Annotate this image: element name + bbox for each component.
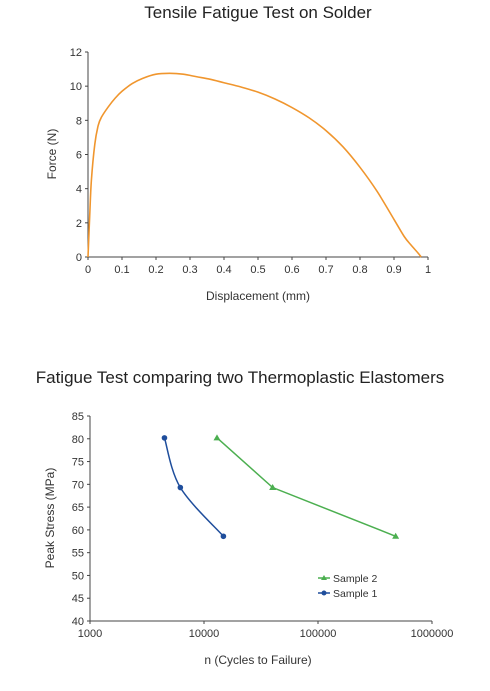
- chart-1-x-tick-label: 0.8: [352, 264, 367, 276]
- chart-1-y-tick-label: 2: [76, 218, 82, 230]
- chart-1-y-tick-label: 12: [70, 47, 82, 59]
- chart-1-y-tick-label: 10: [70, 81, 82, 93]
- chart-1-x-tick-label: 0.4: [216, 264, 231, 276]
- chart-2-x-tick-label: 1000000: [411, 628, 454, 640]
- chart-2-series-line-sample-1: [163, 437, 224, 537]
- chart-2-point-sample-2: [213, 434, 221, 441]
- chart-2-x-tick-label: 1000: [78, 628, 102, 640]
- chart-2-legend: Sample 2 Sample 1: [318, 573, 378, 600]
- chart-2-y-tick-label: 60: [72, 525, 84, 537]
- chart-2-point-sample-1: [161, 435, 168, 441]
- chart-1-x-tick-label: 0.5: [250, 264, 265, 276]
- chart-1-x-tick-label: 0.7: [318, 264, 333, 276]
- chart-2-point-sample-1: [220, 533, 227, 540]
- chart-2: Fatigue Test comparing two Thermoplastic…: [36, 368, 454, 667]
- chart-2-point-sample-2: [269, 484, 277, 491]
- chart-1: Tensile Fatigue Test on Solder 024681012…: [45, 3, 431, 303]
- chart-1-series-line: [87, 72, 422, 258]
- chart-1-x-tick-label: 0.1: [114, 264, 129, 276]
- chart-2-plot-area: 40 45 50 55 60 65 70 75 80 85 1000 10000 100000 10000…: [72, 411, 454, 640]
- chart-1-x-tick-label: 0.2: [148, 264, 163, 276]
- legend-label-sample-1: Sample 1: [333, 588, 378, 600]
- chart-2-y-tick-label: 50: [72, 570, 84, 582]
- chart-1-y-tick-label: 4: [76, 184, 82, 196]
- chart-2-y-tick-label: 80: [72, 434, 84, 446]
- legend-marker-sample-1: [321, 590, 327, 596]
- chart-1-plot-area: 0 2 4 6 8 10 12 0 0.1 0.2 0.3 0.4 0.5 0.6 0.7 0.8 0.9 1: [70, 47, 431, 276]
- chart-1-x-tick-label: 0.6: [284, 264, 299, 276]
- chart-1-y-tick-label: 8: [76, 115, 82, 127]
- chart-2-point-sample-2: [392, 532, 400, 539]
- chart-1-y-tick-label: 0: [76, 252, 82, 264]
- chart-1-x-tick-label: 1: [425, 264, 431, 276]
- chart-1-x-tick-label: 0: [85, 264, 91, 276]
- legend-item-sample-2: Sample 2: [318, 573, 378, 585]
- chart-2-y-tick-label: 70: [72, 479, 84, 491]
- chart-1-y-tick-label: 6: [76, 150, 82, 162]
- chart-2-y-tick-label: 75: [72, 457, 84, 469]
- chart-1-y-axis-label: Force (N): [45, 129, 59, 180]
- legend-label-sample-2: Sample 2: [333, 573, 378, 585]
- chart-2-x-tick-label: 10000: [189, 628, 220, 640]
- chart-1-x-tick-label: 0.3: [182, 264, 197, 276]
- chart-2-point-sample-1: [177, 484, 184, 491]
- chart-2-y-tick-label: 85: [72, 411, 84, 423]
- chart-2-y-tick-label: 65: [72, 502, 84, 514]
- chart-1-x-tick-label: 0.9: [386, 264, 401, 276]
- chart-2-y-tick-label: 55: [72, 548, 84, 560]
- chart-2-x-axis-label: n (Cycles to Failure): [204, 653, 311, 667]
- chart-2-x-tick-label: 100000: [300, 628, 337, 640]
- chart-1-title: Tensile Fatigue Test on Solder: [144, 3, 372, 22]
- legend-marker-sample-2: [321, 575, 327, 580]
- legend-item-sample-1: Sample 1: [318, 588, 378, 600]
- chart-2-series-line-sample-2: [216, 437, 396, 537]
- chart-2-y-tick-label: 45: [72, 593, 84, 605]
- chart-2-y-tick-label: 40: [72, 616, 84, 628]
- chart-2-y-axis-label: Peak Stress (MPa): [43, 468, 57, 569]
- chart-1-x-axis-label: Displacement (mm): [206, 289, 310, 303]
- chart-2-title: Fatigue Test comparing two Thermoplastic…: [36, 368, 445, 387]
